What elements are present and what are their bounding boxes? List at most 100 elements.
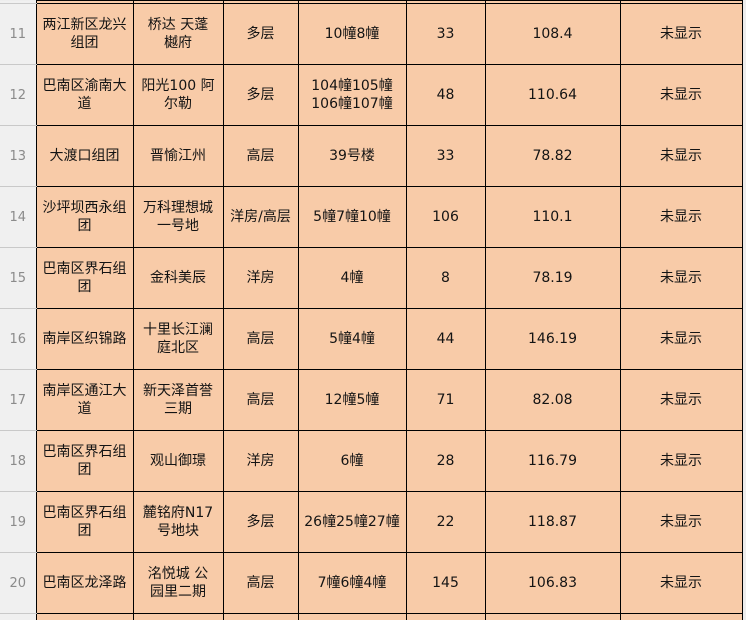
- table-row: 12 巴南区渝南大 道 阳光100 阿 尔勒 多层 104幢105幢 106幢1…: [0, 64, 743, 126]
- cell-area[interactable]: 82.08: [484, 369, 621, 431]
- row-number-header[interactable]: 14: [0, 186, 36, 248]
- cell-area[interactable]: 110.64: [484, 64, 621, 126]
- cell-area[interactable]: 146.19: [484, 308, 621, 370]
- cell-count[interactable]: 106: [405, 186, 486, 248]
- cell-project[interactable]: 十里长江澜 庭北区: [132, 308, 224, 370]
- cell-project[interactable]: 洺悦城 公 园里二期: [132, 552, 224, 614]
- table-row: 16 南岸区织锦路 十里长江澜 庭北区 高层 5幢4幢 44 146.19 未显…: [0, 308, 743, 370]
- table-row: 11 两江新区龙兴 组团 桥达 天蓬 樾府 多层 10幢8幢 33 108.4 …: [0, 3, 743, 65]
- cell-status[interactable]: 未显示: [619, 125, 743, 187]
- cell-count[interactable]: 28: [405, 430, 486, 492]
- cell-area[interactable]: 106.83: [484, 552, 621, 614]
- row-number-header[interactable]: 11: [0, 3, 36, 65]
- partial-cell: [35, 613, 134, 620]
- cell-district[interactable]: 巴南区界石组 团: [35, 491, 134, 553]
- cell-status[interactable]: 未显示: [619, 247, 743, 309]
- cell-area[interactable]: 118.87: [484, 491, 621, 553]
- cell-buildings[interactable]: 10幢8幢: [297, 3, 407, 65]
- cell-project[interactable]: 阳光100 阿 尔勒: [132, 64, 224, 126]
- cell-district[interactable]: 两江新区龙兴 组团: [35, 3, 134, 65]
- table-row: 14 沙坪坝西永组 团 万科理想城 一号地 洋房/高层 5幢7幢10幢 106 …: [0, 186, 743, 248]
- table-row: 18 巴南区界石组 团 观山御璟 洋房 6幢 28 116.79 未显示: [0, 430, 743, 492]
- cell-district[interactable]: 巴南区界石组 团: [35, 430, 134, 492]
- cell-building-type[interactable]: 洋房: [222, 247, 299, 309]
- cell-count[interactable]: 48: [405, 64, 486, 126]
- partial-cell: [619, 613, 743, 620]
- cell-district[interactable]: 巴南区渝南大 道: [35, 64, 134, 126]
- cell-status[interactable]: 未显示: [619, 369, 743, 431]
- cell-count[interactable]: 33: [405, 3, 486, 65]
- table-row: 13 大渡口组团 晋愉江州 高层 39号楼 33 78.82 未显示: [0, 125, 743, 187]
- row-number-header[interactable]: 15: [0, 247, 36, 309]
- row-number-header[interactable]: 20: [0, 552, 36, 614]
- cell-district[interactable]: 巴南区界石组 团: [35, 247, 134, 309]
- cell-district[interactable]: 沙坪坝西永组 团: [35, 186, 134, 248]
- partial-cell: [222, 613, 299, 620]
- cell-project[interactable]: 万科理想城 一号地: [132, 186, 224, 248]
- table-row: 20 巴南区龙泽路 洺悦城 公 园里二期 高层 7幢6幢4幢 145 106.8…: [0, 552, 743, 614]
- cell-area[interactable]: 108.4: [484, 3, 621, 65]
- cell-status[interactable]: 未显示: [619, 491, 743, 553]
- row-number-header: [0, 613, 36, 620]
- cell-buildings[interactable]: 26幢25幢27幢: [297, 491, 407, 553]
- cell-status[interactable]: 未显示: [619, 3, 743, 65]
- row-number-header[interactable]: 16: [0, 308, 36, 370]
- cell-building-type[interactable]: 高层: [222, 308, 299, 370]
- cell-count[interactable]: 44: [405, 308, 486, 370]
- partial-row-bottom: [0, 613, 743, 620]
- cell-area[interactable]: 78.19: [484, 247, 621, 309]
- cell-project[interactable]: 观山御璟: [132, 430, 224, 492]
- cell-buildings[interactable]: 5幢4幢: [297, 308, 407, 370]
- cell-project[interactable]: 晋愉江州: [132, 125, 224, 187]
- table-row: 19 巴南区界石组 团 麓铭府N17 号地块 多层 26幢25幢27幢 22 1…: [0, 491, 743, 553]
- cell-building-type[interactable]: 多层: [222, 3, 299, 65]
- cell-district[interactable]: 巴南区龙泽路: [35, 552, 134, 614]
- cell-count[interactable]: 71: [405, 369, 486, 431]
- cell-area[interactable]: 116.79: [484, 430, 621, 492]
- cell-district[interactable]: 大渡口组团: [35, 125, 134, 187]
- cell-building-type[interactable]: 多层: [222, 491, 299, 553]
- cell-building-type[interactable]: 高层: [222, 369, 299, 431]
- cell-project[interactable]: 桥达 天蓬 樾府: [132, 3, 224, 65]
- cell-count[interactable]: 8: [405, 247, 486, 309]
- cell-status[interactable]: 未显示: [619, 308, 743, 370]
- cell-area[interactable]: 78.82: [484, 125, 621, 187]
- row-number-header[interactable]: 19: [0, 491, 36, 553]
- cell-count[interactable]: 33: [405, 125, 486, 187]
- cell-building-type[interactable]: 洋房: [222, 430, 299, 492]
- cell-district[interactable]: 南岸区通江大 道: [35, 369, 134, 431]
- cell-building-type[interactable]: 高层: [222, 125, 299, 187]
- cell-status[interactable]: 未显示: [619, 64, 743, 126]
- cell-buildings[interactable]: 5幢7幢10幢: [297, 186, 407, 248]
- table-row: 17 南岸区通江大 道 新天泽首誉 三期 高层 12幢5幢 71 82.08 未…: [0, 369, 743, 431]
- cell-buildings[interactable]: 7幢6幢4幢: [297, 552, 407, 614]
- cell-buildings[interactable]: 104幢105幢 106幢107幢: [297, 64, 407, 126]
- cell-area[interactable]: 110.1: [484, 186, 621, 248]
- row-number-header[interactable]: 18: [0, 430, 36, 492]
- row-number-header: [0, 0, 36, 4]
- cell-building-type[interactable]: 洋房/高层: [222, 186, 299, 248]
- cell-project[interactable]: 麓铭府N17 号地块: [132, 491, 224, 553]
- cell-district[interactable]: 南岸区织锦路: [35, 308, 134, 370]
- partial-cell: [405, 613, 486, 620]
- cell-status[interactable]: 未显示: [619, 186, 743, 248]
- table-row: 15 巴南区界石组 团 金科美辰 洋房 4幢 8 78.19 未显示: [0, 247, 743, 309]
- row-number-header[interactable]: 12: [0, 64, 36, 126]
- cell-building-type[interactable]: 高层: [222, 552, 299, 614]
- cell-building-type[interactable]: 多层: [222, 64, 299, 126]
- cell-buildings[interactable]: 6幢: [297, 430, 407, 492]
- row-number-header[interactable]: 13: [0, 125, 36, 187]
- cell-project[interactable]: 新天泽首誉 三期: [132, 369, 224, 431]
- cell-project[interactable]: 金科美辰: [132, 247, 224, 309]
- cell-buildings[interactable]: 39号楼: [297, 125, 407, 187]
- cell-buildings[interactable]: 4幢: [297, 247, 407, 309]
- cell-buildings[interactable]: 12幢5幢: [297, 369, 407, 431]
- cell-status[interactable]: 未显示: [619, 430, 743, 492]
- row-number-header[interactable]: 17: [0, 369, 36, 431]
- cell-count[interactable]: 145: [405, 552, 486, 614]
- partial-cell: [297, 613, 407, 620]
- cell-status[interactable]: 未显示: [619, 552, 743, 614]
- cell-count[interactable]: 22: [405, 491, 486, 553]
